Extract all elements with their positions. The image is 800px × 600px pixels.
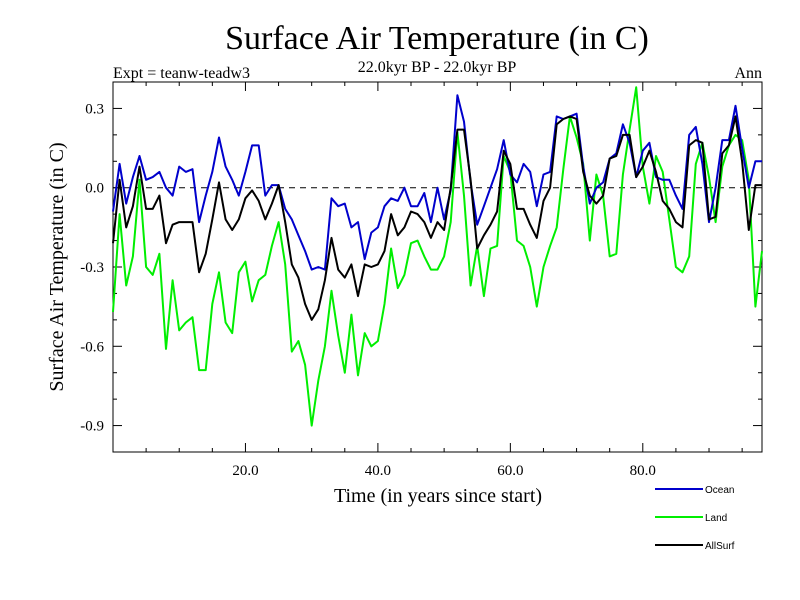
y-tick-label: -0.6: [80, 339, 104, 355]
chart-subtitle: 22.0kyr BP - 22.0kyr BP: [358, 59, 517, 76]
y-tick-label: 0.0: [85, 181, 104, 197]
x-tick-label: 80.0: [630, 463, 656, 479]
x-axis-label: Time (in years since start): [334, 485, 542, 507]
y-axis-label: Surface Air Temperature (in C): [46, 142, 68, 391]
minor-ticks: [113, 82, 762, 452]
y-tick-label: 0.3: [85, 101, 104, 117]
plot-frame: [112, 81, 763, 453]
major-ticks: [113, 82, 762, 452]
legend-label-land: Land: [705, 513, 727, 524]
series-layer: [112, 86, 763, 427]
chart-title: Surface Air Temperature (in C): [225, 20, 649, 57]
x-tick-label: 20.0: [232, 463, 258, 479]
x-tick-labels: 20.0 40.0 60.0 80.0: [232, 463, 656, 479]
legend-label-allsurf: AllSurf: [705, 541, 735, 552]
y-tick-labels: 0.3 0.0 -0.3 -0.6 -0.9: [80, 101, 104, 434]
legend: Ocean Land AllSurf: [655, 485, 735, 552]
series-line-allsurf: [112, 115, 762, 321]
x-tick-label: 40.0: [365, 463, 391, 479]
y-tick-label: -0.9: [80, 419, 104, 435]
experiment-label: Expt = teanw-teadw3: [113, 65, 250, 82]
y-tick-label: -0.3: [80, 260, 104, 276]
period-label: Ann: [734, 65, 762, 82]
x-tick-label: 60.0: [497, 463, 523, 479]
legend-label-ocean: Ocean: [705, 485, 734, 496]
plot-area: [112, 81, 763, 453]
series-line-land: [112, 86, 763, 427]
